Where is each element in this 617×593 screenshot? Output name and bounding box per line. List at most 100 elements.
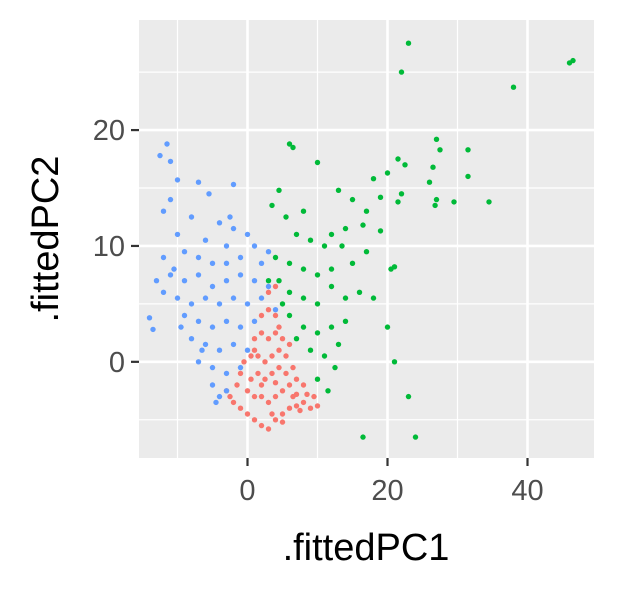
data-point <box>433 136 440 142</box>
data-point <box>360 434 366 440</box>
data-point <box>258 330 265 336</box>
data-point <box>181 312 188 319</box>
data-point <box>209 382 216 388</box>
data-point <box>206 191 212 197</box>
data-point <box>269 411 275 417</box>
data-point <box>258 422 265 429</box>
data-point <box>255 353 261 359</box>
data-point <box>209 324 216 330</box>
data-point <box>360 222 366 228</box>
data-point <box>370 176 377 182</box>
data-point <box>269 353 275 359</box>
data-point <box>283 214 289 220</box>
data-point <box>328 283 335 290</box>
data-point <box>251 417 258 423</box>
data-point <box>167 196 174 203</box>
data-point <box>276 324 282 330</box>
data-point <box>223 370 230 377</box>
data-point <box>293 403 300 409</box>
data-point <box>209 364 216 371</box>
data-point <box>251 393 258 400</box>
data-point <box>286 341 293 348</box>
data-point <box>349 196 356 203</box>
data-point <box>174 177 181 183</box>
data-point <box>237 324 244 330</box>
data-point <box>279 301 286 307</box>
data-point <box>195 254 202 261</box>
data-point <box>300 295 307 301</box>
data-point <box>251 243 258 249</box>
data-point <box>269 370 275 377</box>
data-point <box>251 278 258 284</box>
data-point <box>286 405 293 411</box>
data-point <box>328 231 335 238</box>
data-point <box>160 254 167 261</box>
data-point <box>265 283 272 290</box>
data-point <box>432 202 438 209</box>
data-point <box>391 264 398 270</box>
data-point <box>265 426 272 432</box>
data-point <box>314 403 321 409</box>
data-point <box>377 194 384 200</box>
data-point <box>248 376 254 382</box>
data-point <box>314 330 321 336</box>
data-point <box>405 393 412 400</box>
data-point <box>384 170 391 176</box>
data-point <box>202 341 209 348</box>
data-point <box>328 266 335 272</box>
data-point <box>398 191 405 197</box>
data-point <box>293 336 300 342</box>
data-point <box>272 393 279 400</box>
data-point <box>244 388 251 394</box>
data-point <box>335 341 342 348</box>
data-point <box>255 370 261 377</box>
data-point <box>244 347 251 353</box>
data-point <box>272 254 279 261</box>
data-point <box>279 411 286 417</box>
data-point <box>283 370 289 377</box>
data-point <box>195 359 202 365</box>
data-point <box>167 272 174 278</box>
data-point <box>272 380 279 386</box>
data-point <box>216 393 223 400</box>
data-point <box>230 295 237 301</box>
data-point <box>174 231 181 238</box>
data-point <box>258 260 265 266</box>
data-point <box>286 141 293 147</box>
data-point <box>300 382 307 388</box>
data-point <box>451 199 457 205</box>
data-point <box>230 341 237 348</box>
data-point <box>395 156 401 162</box>
data-point <box>272 312 279 319</box>
data-point <box>300 266 307 272</box>
y-tick-label: 20 <box>93 115 125 147</box>
data-point <box>377 228 384 234</box>
data-point <box>339 243 345 249</box>
data-point <box>244 301 251 307</box>
data-point <box>258 312 265 319</box>
data-point <box>293 376 300 382</box>
data-point <box>363 208 370 214</box>
data-point <box>209 260 216 266</box>
data-point <box>290 144 296 151</box>
data-point <box>248 353 254 359</box>
data-point <box>272 330 279 336</box>
data-point <box>195 272 202 278</box>
data-point <box>251 347 258 353</box>
data-point <box>216 220 223 226</box>
data-point <box>293 391 300 397</box>
data-point <box>251 336 258 342</box>
data-point <box>276 187 282 193</box>
data-point <box>227 393 233 400</box>
data-point <box>297 407 303 414</box>
data-point <box>234 382 240 388</box>
data-point <box>349 260 356 266</box>
data-point <box>181 249 188 255</box>
data-point <box>258 295 265 301</box>
data-point <box>300 208 307 214</box>
data-point <box>230 181 237 188</box>
data-point <box>237 272 244 278</box>
data-point <box>150 326 156 333</box>
data-point <box>286 260 293 266</box>
